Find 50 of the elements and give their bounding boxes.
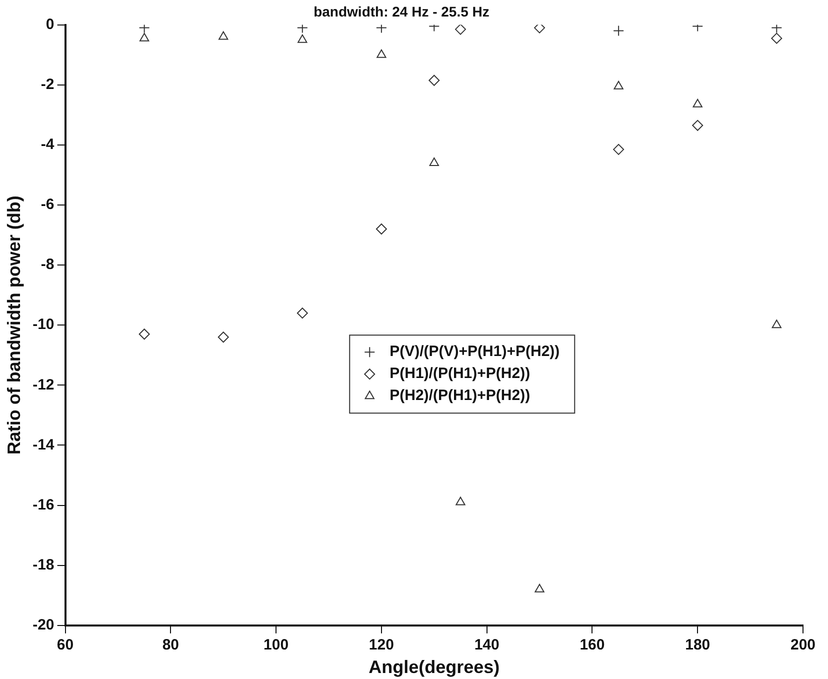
point (692, 120, 704, 131)
x-axis-title: Angle(degrees) (368, 657, 500, 678)
point (772, 320, 782, 328)
x-tick-label: 80 (162, 636, 180, 654)
point (139, 32, 150, 42)
x-tick-label: 60 (56, 636, 74, 654)
y-tick-label: -10 (32, 316, 54, 334)
y-tick-label: -8 (40, 256, 54, 274)
point (376, 24, 387, 34)
y-tick-label: -4 (40, 136, 55, 154)
point (218, 332, 229, 343)
point (692, 98, 702, 108)
point (613, 144, 624, 155)
y-tick-label: -16 (32, 496, 54, 514)
legend-label: P(H2)/(P(H1)+P(H2)) (390, 387, 530, 404)
point (771, 24, 782, 34)
point (454, 24, 466, 35)
x-tick-label: 100 (264, 636, 289, 654)
y-tick-label: -18 (32, 556, 54, 574)
point (138, 328, 150, 340)
point (534, 584, 544, 592)
point (218, 31, 228, 40)
point (376, 49, 386, 58)
y-axis-title: Ratio of bandwidth power (db) (4, 196, 24, 455)
x-tick-label: 180 (685, 636, 710, 654)
x-tick-label: 140 (474, 636, 500, 654)
y-tick-label: -2 (40, 76, 54, 93)
y-tick-label: -12 (32, 376, 54, 394)
point (614, 80, 624, 90)
x-tick-label: 200 (790, 636, 816, 654)
point (298, 34, 308, 43)
legend-label: P(V)/(P(V)+P(H1)+P(H2)) (390, 343, 560, 360)
point (296, 24, 308, 34)
point (456, 496, 466, 506)
y-tick-label: -14 (32, 436, 55, 454)
x-tick-label: 120 (368, 636, 394, 654)
point (613, 25, 624, 36)
point (376, 224, 387, 235)
point (428, 74, 440, 86)
x-tick-label: 160 (580, 636, 605, 654)
y-tick-label: -20 (32, 616, 54, 634)
point (771, 32, 782, 44)
y-tick-label: -6 (40, 196, 54, 214)
point (296, 308, 308, 319)
chart-title: bandwidth: 24 Hz - 25.5 Hz (314, 3, 490, 20)
point (534, 24, 546, 34)
y-tick-label: 0 (46, 16, 54, 33)
legend-label: P(H1)/(P(H1)+P(H2)) (390, 365, 530, 382)
point (138, 24, 150, 34)
point (429, 157, 439, 166)
